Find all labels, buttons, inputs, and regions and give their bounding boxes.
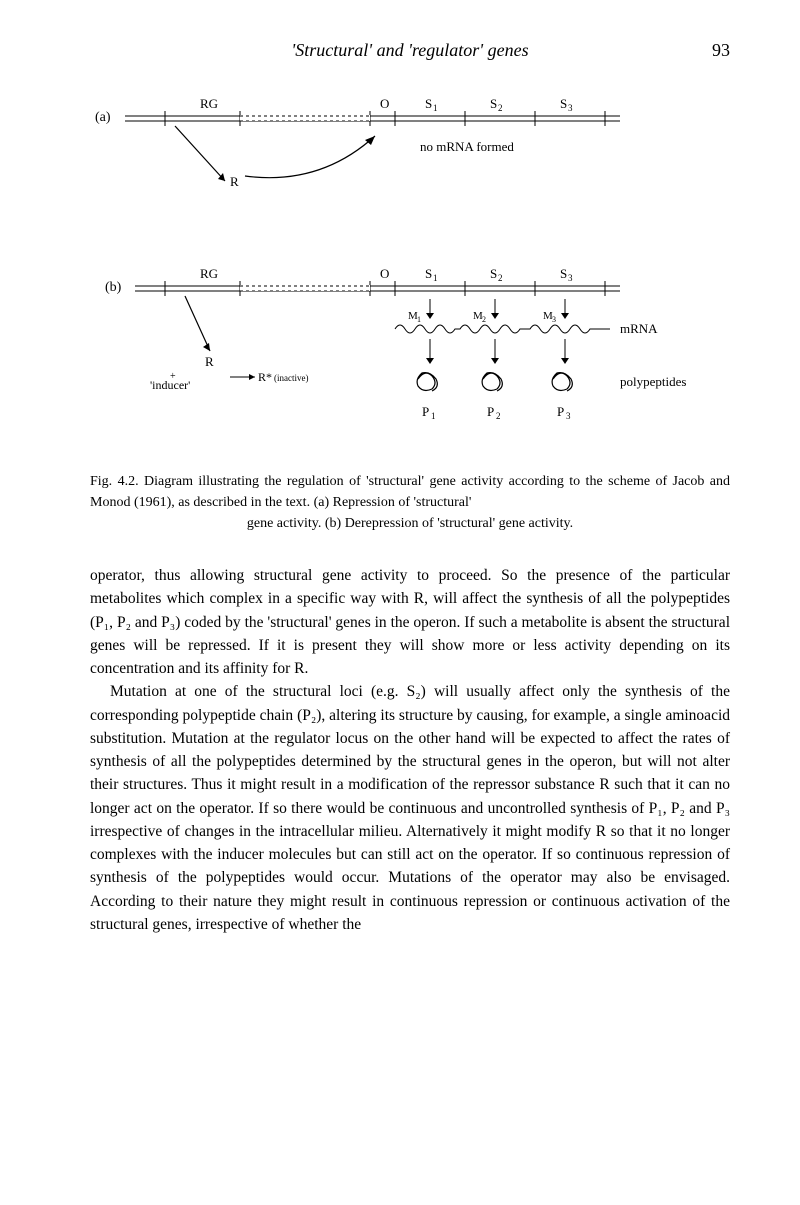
diagram-a: (a) RG O S 1 S 2 S 3 bbox=[90, 91, 730, 231]
diagram-container: (a) RG O S 1 S 2 S 3 bbox=[90, 91, 730, 441]
svg-text:S: S bbox=[560, 266, 567, 281]
svg-text:R: R bbox=[230, 174, 239, 189]
svg-text:S: S bbox=[560, 96, 567, 111]
page-header: 'Structural' and 'regulator' genes 93 bbox=[90, 40, 730, 61]
svg-text:no mRNA formed: no mRNA formed bbox=[420, 139, 514, 154]
svg-text:S: S bbox=[425, 266, 432, 281]
svg-text:R*: R* bbox=[258, 370, 272, 384]
svg-text:1: 1 bbox=[417, 315, 421, 324]
svg-text:2: 2 bbox=[482, 315, 486, 324]
caption-line3: gene activity. (b) Derepression of 'stru… bbox=[90, 513, 730, 534]
svg-text:O: O bbox=[380, 266, 389, 281]
svg-text:1: 1 bbox=[433, 103, 438, 113]
diagram-b-svg: (b) RG O S 1 S 2 S 3 bbox=[90, 261, 730, 441]
body-text: operator, thus allowing structural gene … bbox=[90, 564, 730, 936]
page-title: 'Structural' and 'regulator' genes bbox=[130, 40, 690, 61]
diagram-b: (b) RG O S 1 S 2 S 3 bbox=[90, 261, 730, 441]
svg-text:RG: RG bbox=[200, 96, 218, 111]
svg-text:2: 2 bbox=[496, 411, 501, 421]
svg-text:P: P bbox=[557, 404, 564, 419]
svg-text:2: 2 bbox=[498, 103, 503, 113]
svg-text:polypeptides: polypeptides bbox=[620, 374, 686, 389]
svg-text:S: S bbox=[425, 96, 432, 111]
svg-text:'inducer': 'inducer' bbox=[150, 378, 190, 392]
svg-text:R: R bbox=[205, 354, 214, 369]
svg-text:(a): (a) bbox=[95, 110, 111, 125]
caption-line1: Fig. 4.2. Diagram illustrating the regul… bbox=[90, 474, 603, 489]
svg-text:3: 3 bbox=[568, 273, 573, 283]
svg-text:P: P bbox=[487, 404, 494, 419]
svg-text:O: O bbox=[380, 96, 389, 111]
svg-text:3: 3 bbox=[568, 103, 573, 113]
svg-text:3: 3 bbox=[552, 315, 556, 324]
paragraph-2: Mutation at one of the structural loci (… bbox=[90, 680, 730, 936]
svg-text:S: S bbox=[490, 266, 497, 281]
svg-text:RG: RG bbox=[200, 266, 218, 281]
svg-text:mRNA: mRNA bbox=[620, 321, 658, 336]
page-number: 93 bbox=[690, 40, 730, 61]
svg-text:P: P bbox=[422, 404, 429, 419]
svg-text:1: 1 bbox=[431, 411, 436, 421]
figure-caption: Fig. 4.2. Diagram illustrating the regul… bbox=[90, 471, 730, 534]
svg-text:1: 1 bbox=[433, 273, 438, 283]
svg-text:(b): (b) bbox=[105, 280, 122, 295]
diagram-a-svg: (a) RG O S 1 S 2 S 3 bbox=[90, 91, 730, 231]
svg-text:S: S bbox=[490, 96, 497, 111]
paragraph-1: operator, thus allowing structural gene … bbox=[90, 564, 730, 680]
svg-text:(inactive): (inactive) bbox=[274, 373, 308, 383]
svg-text:3: 3 bbox=[566, 411, 571, 421]
svg-text:2: 2 bbox=[498, 273, 503, 283]
